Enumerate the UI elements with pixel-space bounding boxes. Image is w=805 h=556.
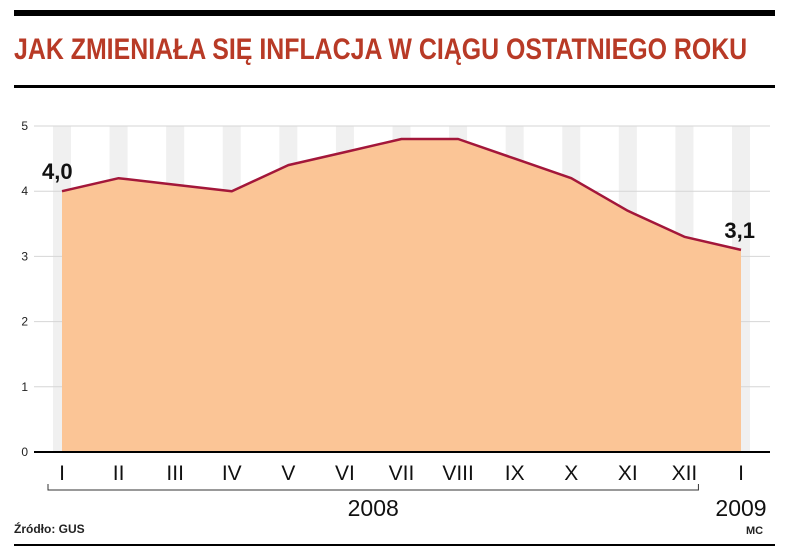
x-tick-label: V <box>281 462 295 485</box>
y-tick-label: 0 <box>21 445 28 459</box>
x-tick-label: IV <box>222 462 242 485</box>
y-tick-label: 1 <box>21 380 28 394</box>
x-tick-label: VIII <box>442 462 474 485</box>
x-tick-label: IX <box>505 462 525 485</box>
data-label: 3,1 <box>724 218 755 243</box>
data-labels: 4,0 3,1 <box>42 159 755 243</box>
source-note: Źródło: GUS <box>14 522 85 536</box>
chart-title: JAK ZMIENIAŁA SIĘ INFLACJA W CIĄGU OSTAT… <box>14 33 748 66</box>
x-tick-label: X <box>564 462 578 485</box>
year-groups: 2008 2009 <box>47 484 767 521</box>
x-tick-label: I <box>59 462 65 485</box>
title-underline <box>14 85 775 88</box>
x-tick-label: XI <box>618 462 638 485</box>
x-tick-label: VII <box>389 462 415 485</box>
y-tick-label: 3 <box>21 249 28 263</box>
y-tick-label: 5 <box>21 119 28 133</box>
x-tick-label: VI <box>335 462 355 485</box>
inflation-area <box>62 139 741 452</box>
y-tick-labels: 0 1 2 3 4 5 <box>21 119 28 459</box>
inflation-line <box>61 137 742 252</box>
x-tick-labels: I II III IV V VI VII VIII IX X XI XII I <box>59 462 744 485</box>
data-label: 4,0 <box>42 159 73 184</box>
x-tick-label: III <box>166 462 184 485</box>
year-label: 2008 <box>348 495 399 521</box>
year-label: 2009 <box>715 495 766 521</box>
year-bracket-2008 <box>47 484 699 491</box>
y-tick-label: 4 <box>21 184 28 198</box>
x-tick-label: II <box>113 462 125 485</box>
author-credit: MC <box>746 525 764 537</box>
x-tick-label: XII <box>672 462 698 485</box>
bottom-rule <box>14 544 775 546</box>
y-tick-label: 2 <box>21 315 28 329</box>
top-rule <box>14 10 775 16</box>
x-tick-label: I <box>738 462 744 485</box>
